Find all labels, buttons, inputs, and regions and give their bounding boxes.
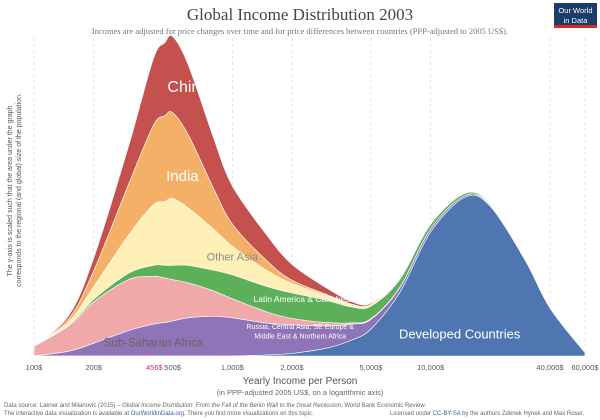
area-label: Middle East & Northern Africa <box>254 334 346 341</box>
source-line: Data source: Lakner and Milanovic (2015)… <box>4 402 600 410</box>
area-label: Other Asia <box>207 252 259 264</box>
chart-title: Global Income Distribution 2003 <box>186 5 414 24</box>
x-tick-label: 200$ <box>85 363 103 372</box>
area-series <box>33 35 586 357</box>
avail-prefix: The interactive data visualization is av… <box>4 411 131 417</box>
license-suffix: by the authors Zdenek Hynek and Max Rose… <box>460 411 585 417</box>
logo-line-2: in Data <box>563 15 588 25</box>
x-tick-label: 40,000$ <box>537 363 565 372</box>
x-axis-subtitle: (in PPP-adjusted 2005 US$, on a logarith… <box>216 388 384 397</box>
x-tick-label: 100$ <box>26 363 44 372</box>
availability-line: The interactive data visualization is av… <box>4 410 600 418</box>
x-tick-label: 5,000$ <box>359 363 383 372</box>
area-label: Sub-Saharan Africa <box>104 337 204 349</box>
area-label: Latin America & Caribbean <box>254 294 355 304</box>
source-footer: Data source: Lakner and Milanovic (2015)… <box>4 402 600 418</box>
area-labels: China India Other Asia Latin America & Cari… <box>104 79 521 349</box>
license-link[interactable]: CC-BY-SA <box>432 411 461 417</box>
y-axis-label: The y-axis is scaled such that the area … <box>7 93 23 287</box>
x-tick-label: 2,000$ <box>281 363 305 372</box>
chart-subtitle: Incomes are adjusted for price changes o… <box>91 26 509 36</box>
owid-logo[interactable]: Our World in Data <box>554 3 597 28</box>
license-line: Licensed under CC-BY-SA by the authors Z… <box>390 410 584 418</box>
source-prefix: Data source: Lakner and Milanovic (2015)… <box>4 403 123 409</box>
x-axis: 100$ 200$ 500$ 1,000$ 2,000$ 5,000$ 10,000$ 40,… <box>26 363 600 372</box>
source-suffix: , World Bank Economic Review. <box>341 403 426 409</box>
x-tick-label: 10,000$ <box>417 363 445 372</box>
area-label: China <box>167 79 209 96</box>
x-tick-label: 500$ <box>164 363 182 372</box>
source-work: Global Income Distribution: From the Fal… <box>122 403 342 409</box>
area-label: India <box>166 168 199 185</box>
poverty-marker-label: 456$ <box>146 363 164 372</box>
x-axis-title: Yearly Income per Person <box>242 376 358 387</box>
x-tick-label: 60,000$ <box>571 363 599 372</box>
license-prefix: Licensed under <box>390 411 433 417</box>
owid-link[interactable]: OurWorldinData.org <box>130 411 184 417</box>
area-label: Russia, Central Asia, SE Europe & <box>247 324 355 331</box>
avail-suffix: . There you find more visualizations on … <box>184 411 314 417</box>
area-developed-countries[interactable] <box>34 194 586 357</box>
x-tick-label: 1,000$ <box>221 363 245 372</box>
area-label: Developed Countries <box>399 327 521 342</box>
logo-line-1: Our World <box>558 6 593 15</box>
